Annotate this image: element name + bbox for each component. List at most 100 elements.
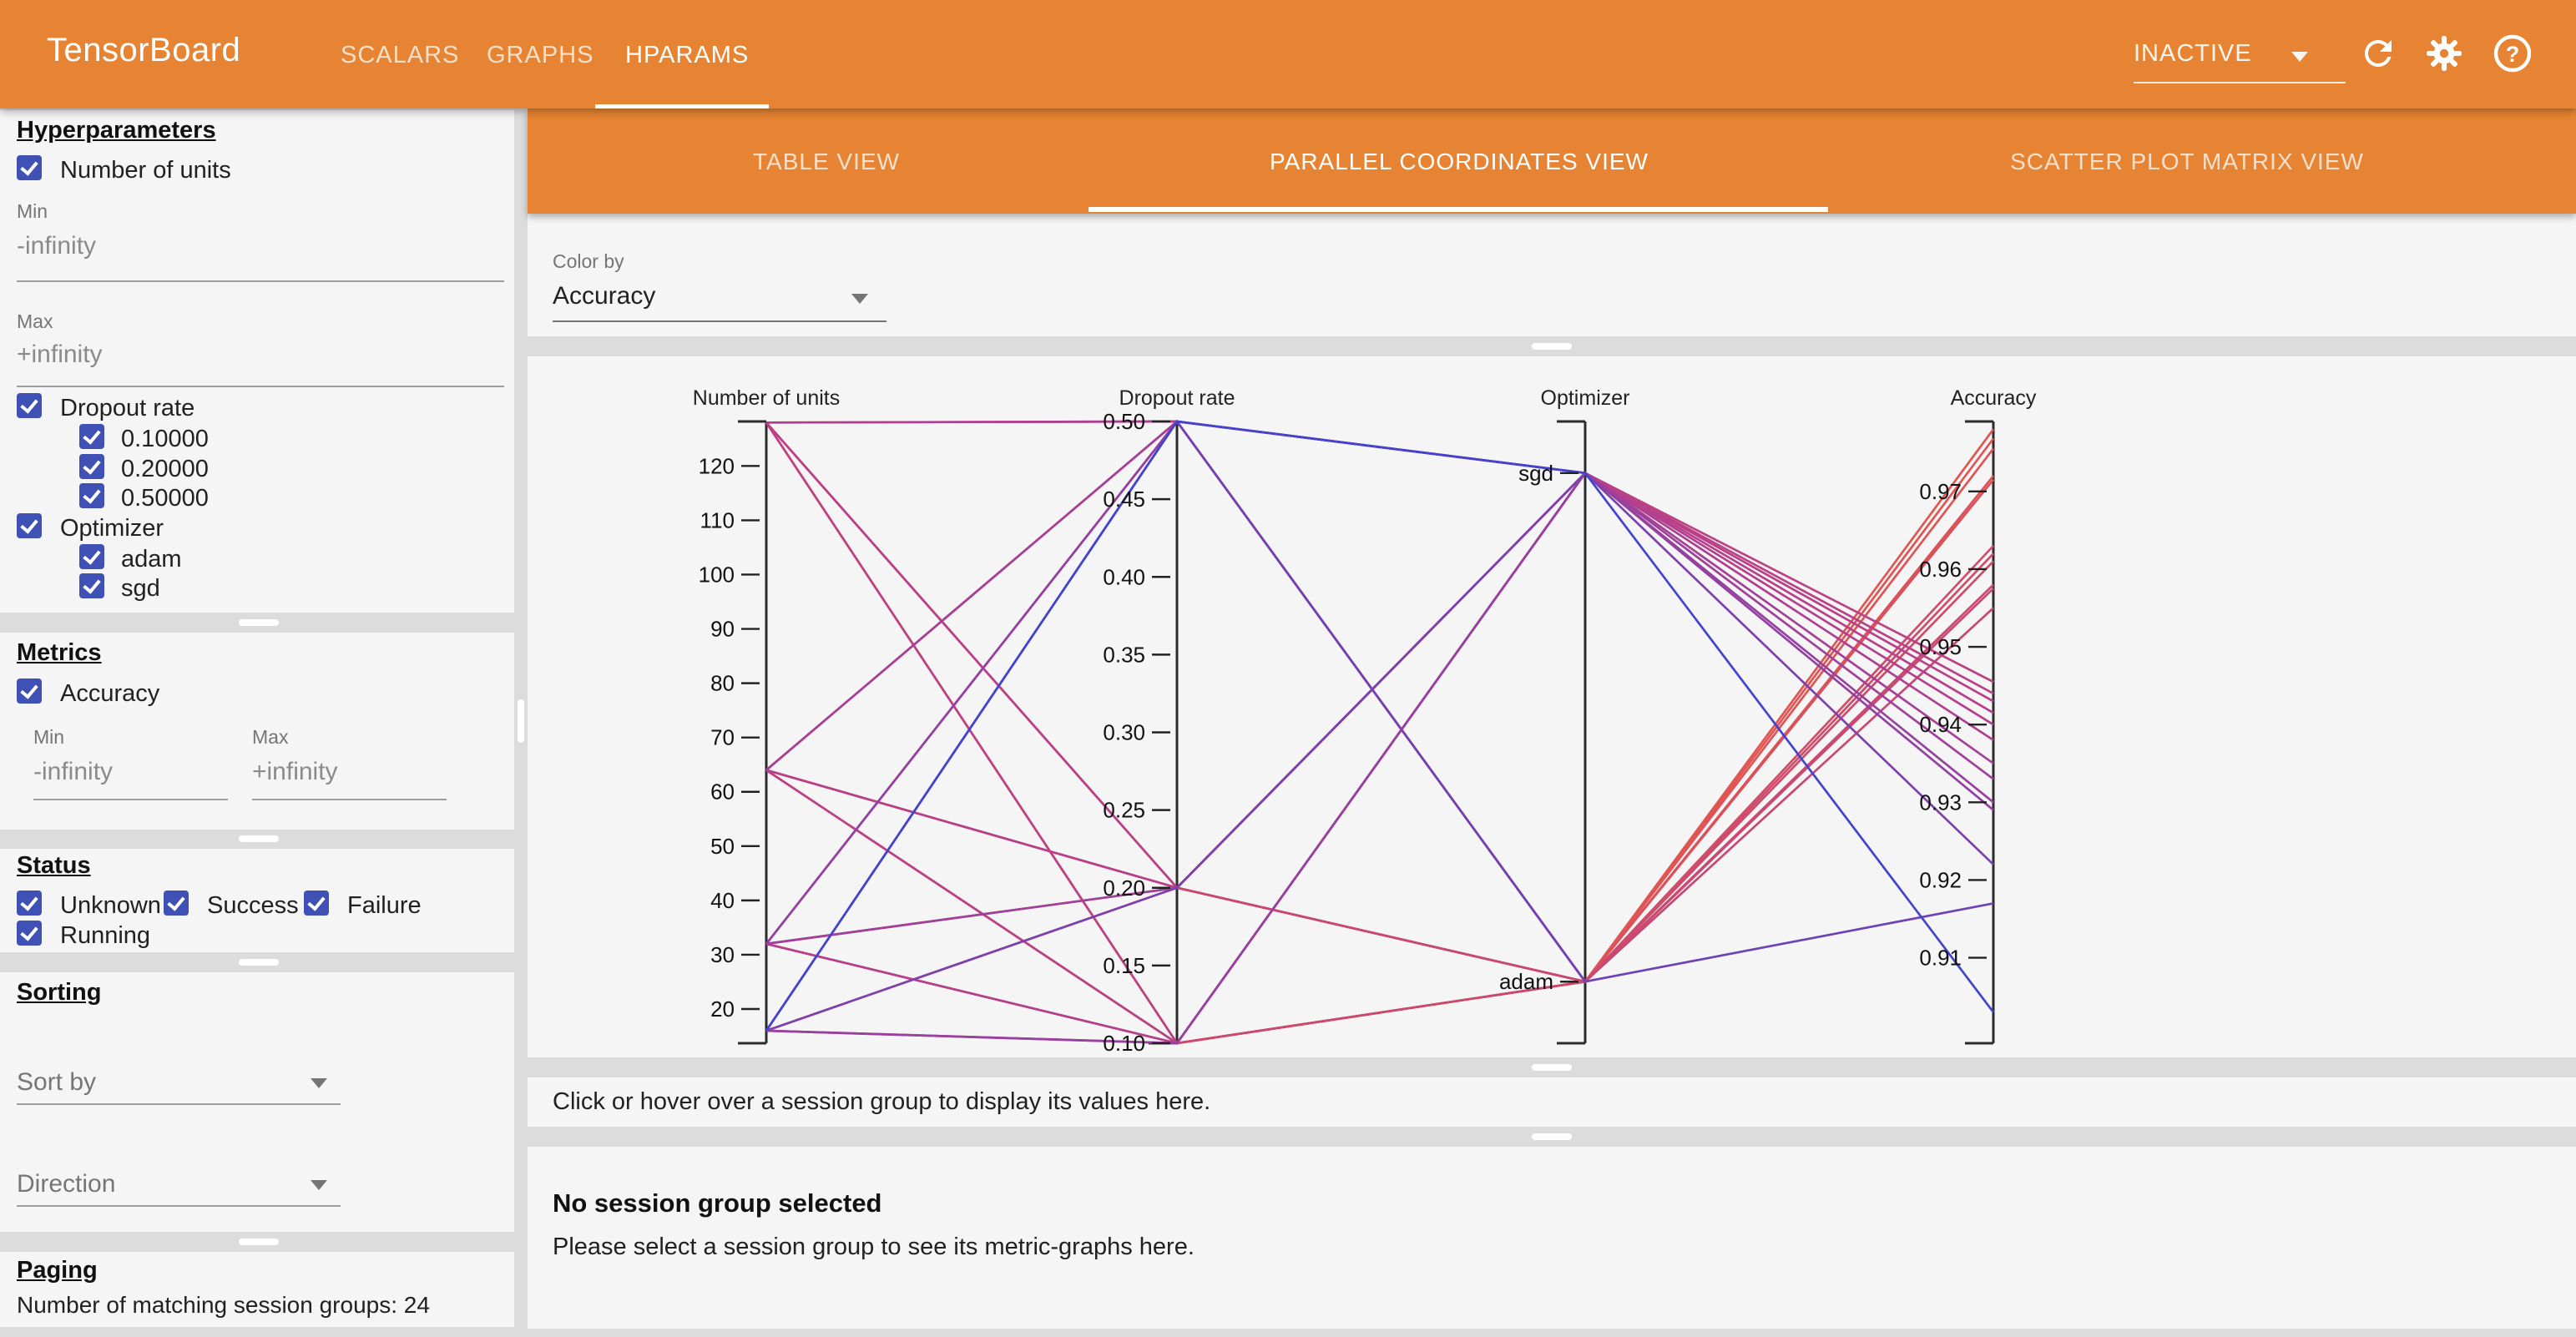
status-heading: Status [17,852,91,879]
active-tab-underline [595,104,769,108]
min-input-underline [17,280,504,282]
tab-graphs[interactable]: GRAPHS [487,42,594,68]
session-group-line[interactable] [765,421,1994,1046]
panel-resize-handle[interactable] [239,835,279,842]
checkbox-optimizer-sgd[interactable] [79,573,104,598]
svg-text:60: 60 [710,779,735,805]
session-group-line[interactable] [765,420,1994,771]
session-values-hint: Click or hover over a session group to d… [553,1088,1211,1115]
tab-scalars[interactable]: SCALARS [341,42,460,68]
tab-table-view[interactable]: TABLE VIEW [753,149,900,174]
reload-status-dropdown[interactable]: INACTIVE [2134,40,2252,67]
svg-text:90: 90 [710,617,735,642]
checkbox-dropout-0.20000[interactable] [79,454,104,479]
svg-text:120: 120 [699,453,735,478]
parallel-coordinates-svg[interactable]: Number of units 20 30 40 50 60 70 80 90 100 110 120… [528,356,2576,1057]
svg-text:0.97: 0.97 [1919,479,1962,504]
checkbox-optimizer[interactable] [17,513,42,538]
svg-text:0.50: 0.50 [1103,409,1145,434]
session-group-line[interactable] [765,420,1994,741]
status-running-label: Running [60,922,151,949]
optimizer-value-label: sgd [121,575,160,602]
checkbox-status-success[interactable] [164,890,189,916]
status-success-label: Success [207,892,299,919]
chevron-down-icon[interactable] [311,1180,327,1190]
checkbox-accuracy[interactable] [17,679,42,704]
gear-icon[interactable] [2424,33,2464,73]
svg-text:0.15: 0.15 [1103,953,1145,978]
tab-parallel-coordinates-view[interactable]: PARALLEL COORDINATES VIEW [1270,149,1649,174]
metric-max-input[interactable]: +infinity [252,758,338,785]
tab-scatter-plot-matrix-view[interactable]: SCATTER PLOT MATRIX VIEW [2010,149,2364,174]
checkbox-dropout-rate[interactable] [17,393,42,418]
metric-min-label: Min [33,726,65,748]
session-group-line[interactable] [765,419,1994,1032]
hyperparameters-panel: Hyperparameters Number of units Min -inf… [0,110,514,613]
svg-text:0.92: 0.92 [1919,867,1962,892]
svg-text:0.20: 0.20 [1103,875,1145,901]
min-input[interactable]: -infinity [17,232,97,260]
checkbox-number-of-units[interactable] [17,155,42,180]
dropdown-underline [2134,82,2346,83]
panel-resize-handle[interactable] [239,619,279,626]
panel-resize-handle[interactable] [1532,343,1572,350]
session-group-line[interactable] [765,471,1994,1032]
svg-text:0.91: 0.91 [1919,946,1962,971]
sorting-heading: Sorting [17,979,102,1006]
max-input-underline [17,386,504,387]
dropout-rate-label: Dropout rate [60,395,195,421]
svg-text:30: 30 [710,942,735,967]
optimizer-label: Optimizer [60,515,164,542]
sidebar-resize-handle[interactable] [518,699,524,743]
panel-resize-handle[interactable] [1532,1064,1572,1071]
svg-text:0.45: 0.45 [1103,487,1145,512]
svg-text:Optimizer: Optimizer [1541,386,1630,410]
svg-text:0.30: 0.30 [1103,720,1145,745]
direction-select[interactable]: Direction [17,1170,116,1198]
app-header: TensorBoard SCALARS GRAPHS HPARAMS INACT… [0,0,2576,108]
chevron-down-icon[interactable] [851,294,868,304]
axis-accuracy [1965,420,1995,1045]
svg-text:Number of units: Number of units [693,386,840,410]
session-group-line[interactable] [765,421,1995,1045]
panel-resize-handle[interactable] [239,959,279,966]
checkbox-optimizer-adam[interactable] [79,544,104,569]
session-group-line[interactable] [765,420,1995,1032]
svg-text:0.95: 0.95 [1919,634,1962,659]
panel-resize-handle[interactable] [1532,1133,1572,1140]
sort-by-select[interactable]: Sort by [17,1068,97,1096]
svg-text:0.94: 0.94 [1919,712,1962,737]
svg-text:0.25: 0.25 [1103,798,1145,823]
svg-text:110: 110 [700,507,735,532]
optimizer-value-label: adam [121,546,182,573]
svg-text:0.93: 0.93 [1919,790,1962,815]
sorting-panel: Sorting Sort by Direction [0,972,514,1232]
checkbox-dropout-0.50000[interactable] [79,483,104,508]
panel-resize-handle[interactable] [239,1239,279,1245]
color-by-select[interactable]: Accuracy [553,282,656,310]
checkbox-status-running[interactable] [17,921,42,946]
dropout-value-label: 0.10000 [121,426,209,452]
checkbox-dropout-0.10000[interactable] [79,424,104,449]
metrics-panel: Metrics Accuracy Min -infinity Max +infi… [0,633,514,830]
session-values-card: Click or hover over a session group to d… [528,1077,2576,1127]
chevron-down-icon[interactable] [311,1078,327,1088]
svg-text:Accuracy: Accuracy [1951,386,2037,410]
chevron-down-icon[interactable] [2291,52,2308,62]
metrics-heading: Metrics [17,639,102,666]
svg-text:sgd: sgd [1518,461,1553,486]
dropout-value-label: 0.20000 [121,456,209,482]
svg-text:70: 70 [710,725,735,750]
tab-hparams[interactable]: HPARAMS [625,42,750,68]
checkbox-status-failure[interactable] [304,890,329,916]
metric-min-input[interactable]: -infinity [33,758,114,785]
max-input[interactable]: +infinity [17,341,103,368]
session-group-line[interactable] [765,475,1995,983]
svg-text:40: 40 [710,888,735,913]
session-group-line[interactable] [765,471,1994,1045]
refresh-icon[interactable] [2358,33,2398,73]
help-icon[interactable]: ? [2493,33,2533,73]
max-label: Max [17,310,53,332]
checkbox-status-unknown[interactable] [17,890,42,916]
axis-labels-accuracy: Accuracy 0.91 0.92 0.93 0.94 0.95 0.96 0.97 [1919,386,2037,971]
